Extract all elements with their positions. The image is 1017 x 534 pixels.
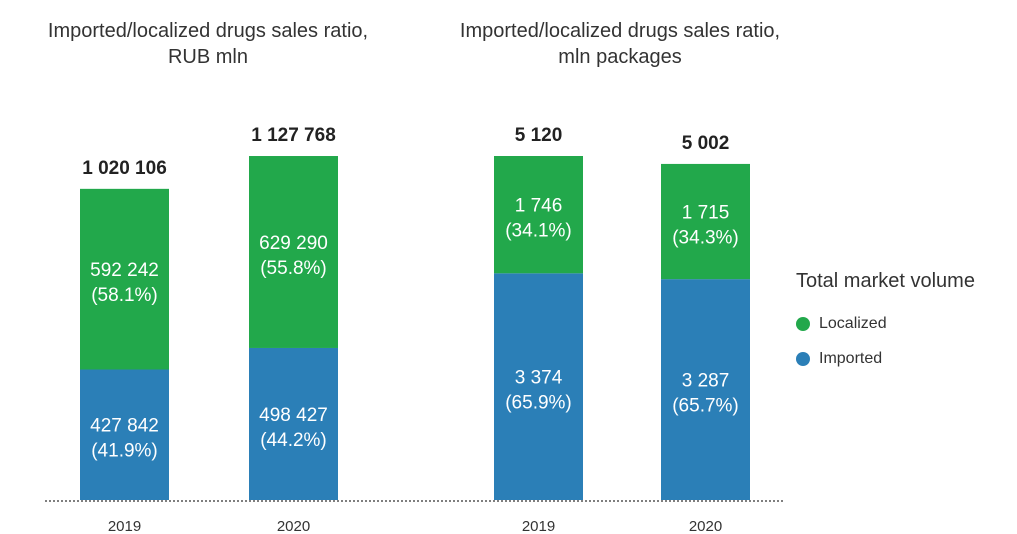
legend-marker-localized xyxy=(796,317,810,331)
legend-item-imported: Imported xyxy=(796,349,975,369)
pct-label-rub-2020-imported: (44.2%) xyxy=(260,430,327,451)
chart-title-right-line-2: mln packages xyxy=(558,46,682,68)
total-label-rub-2020: 1 127 768 xyxy=(251,125,336,146)
chart-title-left-line-1: Imported/localized drugs sales ratio, xyxy=(47,20,369,42)
pct-label-packages-2020-localized: (34.3%) xyxy=(672,228,739,249)
legend-marker-imported xyxy=(796,352,810,366)
bar-rub-2019-localized xyxy=(80,188,169,370)
value-label-rub-2019-imported: 427 842 xyxy=(90,416,159,437)
chart-title-left-line-2: RUB mln xyxy=(167,46,248,68)
total-label-packages-2019: 5 120 xyxy=(515,125,563,146)
pct-label-packages-2019-imported: (65.9%) xyxy=(505,393,572,414)
chart-title-left: Imported/localized drugs sales ratio, RU… xyxy=(2,18,414,70)
total-label-packages-2020: 5 002 xyxy=(682,133,730,154)
bar-packages-2020-localized xyxy=(661,163,750,280)
bar-rub-2020-localized xyxy=(249,156,338,348)
x-tick-packages-2019: 2019 xyxy=(522,518,555,534)
pct-label-packages-2019-localized: (34.1%) xyxy=(505,221,572,242)
pct-label-packages-2020-imported: (65.7%) xyxy=(672,396,739,417)
bar-rub-2020-imported xyxy=(249,347,338,500)
total-label-rub-2019: 1 020 106 xyxy=(82,158,167,179)
value-label-packages-2019-imported: 3 374 xyxy=(515,368,563,389)
pct-label-rub-2020-localized: (55.8%) xyxy=(260,258,327,279)
legend-item-localized: Localized xyxy=(796,314,975,334)
legend: Total market volume Localized Imported xyxy=(796,268,975,384)
chart-title-right-line-1: Imported/localized drugs sales ratio, xyxy=(459,20,781,42)
value-label-packages-2019-localized: 1 746 xyxy=(515,196,563,217)
pct-label-rub-2019-imported: (41.9%) xyxy=(91,441,158,462)
bar-rub-2019-imported xyxy=(80,369,169,500)
x-tick-packages-2020: 2020 xyxy=(689,518,722,534)
pct-label-rub-2019-localized: (58.1%) xyxy=(91,285,158,306)
value-label-packages-2020-localized: 1 715 xyxy=(682,203,730,224)
value-label-rub-2020-localized: 629 290 xyxy=(259,233,328,254)
value-label-packages-2020-imported: 3 287 xyxy=(682,371,730,392)
x-tick-rub-2019: 2019 xyxy=(108,518,141,534)
x-tick-rub-2020: 2020 xyxy=(277,518,310,534)
value-label-rub-2019-localized: 592 242 xyxy=(90,260,159,281)
bar-packages-2019-imported xyxy=(494,273,583,500)
bar-packages-2020-imported xyxy=(661,279,750,500)
legend-title: Total market volume xyxy=(796,270,975,292)
legend-label-localized: Localized xyxy=(819,315,887,332)
bar-packages-2019-localized xyxy=(494,156,583,274)
legend-label-imported: Imported xyxy=(819,350,883,367)
chart-title-right: Imported/localized drugs sales ratio, ml… xyxy=(414,18,826,70)
value-label-rub-2020-imported: 498 427 xyxy=(259,405,328,426)
